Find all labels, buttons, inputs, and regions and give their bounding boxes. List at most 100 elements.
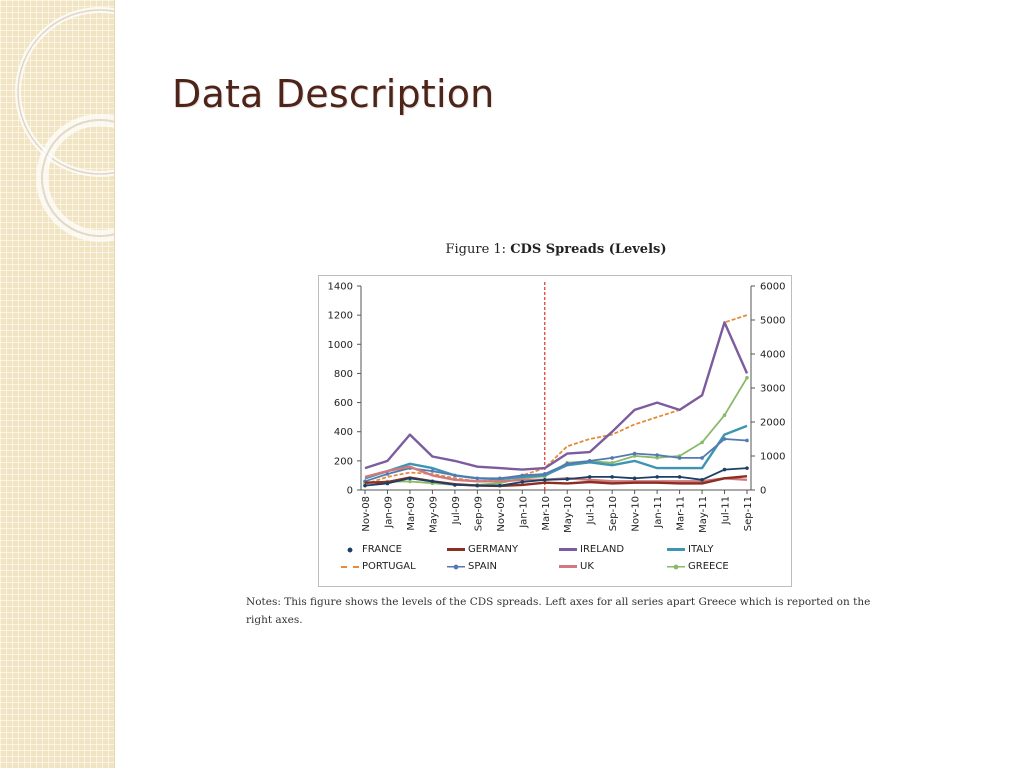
right-y-tick-label: 6000 bbox=[760, 282, 785, 293]
left-y-tick-label: 600 bbox=[334, 398, 353, 409]
data-point-spain bbox=[542, 472, 547, 476]
data-point-france bbox=[722, 467, 727, 472]
left-y-tick-label: 1400 bbox=[328, 282, 353, 293]
figure-caption-prefix: Figure 1: bbox=[445, 242, 507, 257]
data-point-greece bbox=[745, 376, 749, 380]
x-tick-label: Mar-11 bbox=[676, 496, 687, 531]
data-point-france bbox=[363, 483, 367, 488]
data-point-spain bbox=[475, 476, 480, 481]
data-point-spain bbox=[587, 459, 592, 463]
decorative-side-band bbox=[0, 0, 115, 768]
data-point-spain bbox=[655, 453, 659, 457]
cds-spreads-chart: 0 200 400 600 800 1000 1200 1400 0 1000 2000 3000 40… bbox=[328, 282, 786, 533]
data-point-spain bbox=[565, 461, 570, 466]
data-point-greece bbox=[408, 479, 412, 484]
legend-label-uk: UK bbox=[580, 561, 594, 572]
data-point-spain bbox=[700, 456, 704, 460]
legend-swatch-greece bbox=[667, 563, 685, 570]
legend-item-spain: SPAIN bbox=[447, 561, 559, 572]
data-point-france bbox=[385, 481, 390, 486]
legend-swatch-france bbox=[341, 546, 359, 553]
figure-caption-title: CDS Spreads (Levels) bbox=[510, 242, 667, 257]
data-point-greece bbox=[655, 455, 659, 460]
data-point-france bbox=[565, 477, 570, 481]
data-point-greece bbox=[610, 461, 614, 465]
data-point-france bbox=[453, 483, 457, 487]
legend-swatch-italy bbox=[667, 548, 685, 551]
legend-label-greece: GREECE bbox=[688, 561, 729, 572]
data-point-france bbox=[408, 476, 412, 481]
data-point-spain bbox=[610, 456, 614, 460]
legend-label-portugal: PORTUGAL bbox=[362, 561, 416, 572]
right-y-tick-label: 1000 bbox=[760, 452, 785, 463]
right-y-tick-label: 4000 bbox=[760, 350, 785, 361]
data-point-france bbox=[610, 475, 614, 479]
series-line-portugal bbox=[364, 314, 748, 486]
x-tick-label: Jan-11 bbox=[653, 496, 664, 529]
legend-item-ireland: IRELAND bbox=[559, 544, 667, 555]
legend-item-germany: GERMANY bbox=[447, 544, 559, 555]
data-point-spain bbox=[498, 476, 502, 481]
right-y-tick-label: 3000 bbox=[760, 384, 785, 395]
data-point-spain bbox=[677, 456, 682, 460]
data-point-france bbox=[677, 475, 682, 479]
legend-swatch-portugal bbox=[341, 565, 359, 568]
decorative-rings bbox=[15, 7, 114, 242]
decorative-ring-small-shade bbox=[41, 119, 114, 237]
data-point-spain bbox=[745, 438, 749, 443]
x-tick-label: Sep-11 bbox=[743, 496, 754, 531]
figure-caption: Figure 1: CDS Spreads (Levels) bbox=[320, 242, 792, 257]
legend-item-greece: GREECE bbox=[667, 561, 777, 572]
data-point-spain bbox=[430, 469, 435, 473]
x-tick-label: Nov-08 bbox=[361, 496, 372, 532]
x-tick-label: Nov-09 bbox=[496, 496, 507, 532]
series-line-spain bbox=[364, 438, 748, 483]
left-y-tick-label: 400 bbox=[334, 427, 353, 438]
left-y-tick-label: 1000 bbox=[328, 340, 353, 351]
left-y-tick-label: 0 bbox=[347, 486, 353, 497]
legend-label-spain: SPAIN bbox=[468, 561, 498, 572]
legend-item-uk: UK bbox=[559, 561, 667, 572]
data-point-france bbox=[520, 480, 525, 484]
slide-title: Data Description bbox=[172, 72, 495, 116]
data-point-spain bbox=[632, 451, 637, 456]
data-point-france bbox=[632, 476, 637, 481]
data-point-greece bbox=[700, 440, 704, 445]
legend-item-italy: ITALY bbox=[667, 544, 777, 555]
data-point-spain bbox=[385, 472, 390, 476]
x-tick-label: Jul-10 bbox=[586, 496, 597, 525]
decorative-ring-large-shade bbox=[17, 9, 114, 175]
x-tick-label: Sep-09 bbox=[473, 496, 484, 531]
x-tick-label: Jul-11 bbox=[721, 496, 732, 525]
data-point-france bbox=[587, 475, 592, 479]
data-point-france bbox=[700, 478, 704, 482]
left-y-tick-label: 800 bbox=[334, 369, 353, 380]
right-y-tick-label: 2000 bbox=[760, 418, 785, 429]
legend-swatch-germany bbox=[447, 548, 465, 551]
series-line-italy bbox=[364, 424, 748, 481]
x-tick-label: May-09 bbox=[428, 496, 439, 533]
legend-item-france: FRANCE bbox=[341, 544, 447, 555]
x-tick-label: Jan-09 bbox=[383, 496, 394, 529]
decorative-ring-small bbox=[36, 114, 114, 242]
chart-legend: FRANCE GERMANY IRELAND ITALY PORTUGAL SPAIN UK… bbox=[341, 544, 781, 572]
x-tick-label: May-11 bbox=[698, 496, 709, 533]
x-tick-label: Mar-10 bbox=[541, 496, 552, 531]
data-point-france bbox=[745, 466, 749, 470]
legend-label-germany: GERMANY bbox=[468, 544, 519, 555]
legend-item-portugal: PORTUGAL bbox=[341, 561, 447, 572]
data-point-france bbox=[498, 483, 502, 488]
data-point-france bbox=[655, 475, 659, 479]
left-y-tick-label: 1200 bbox=[328, 311, 353, 322]
decorative-ring-large bbox=[15, 7, 114, 177]
data-point-france bbox=[475, 483, 480, 488]
chart-frame: 0 200 400 600 800 1000 1200 1400 0 1000 2000 3000 40… bbox=[318, 275, 792, 587]
legend-swatch-ireland bbox=[559, 548, 577, 551]
data-point-spain bbox=[520, 473, 525, 478]
x-tick-label: Nov-10 bbox=[631, 496, 642, 532]
x-tick-label: Mar-09 bbox=[406, 496, 417, 531]
series-line-france bbox=[364, 467, 748, 487]
data-point-spain bbox=[722, 437, 727, 441]
data-point-france bbox=[430, 479, 435, 484]
data-point-greece bbox=[722, 413, 727, 417]
